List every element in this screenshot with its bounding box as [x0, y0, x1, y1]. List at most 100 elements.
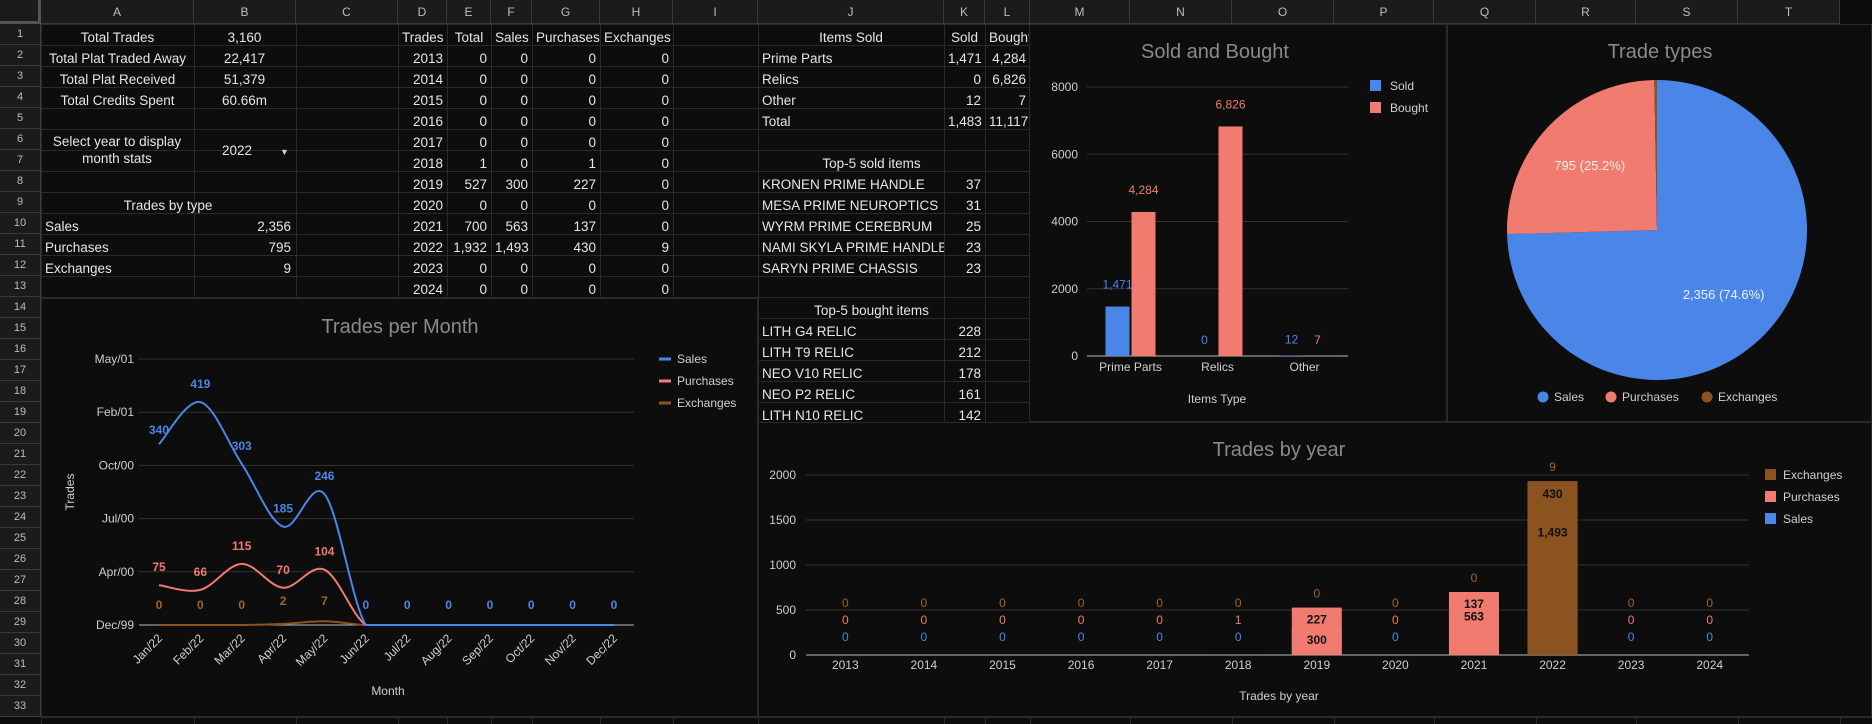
row-header[interactable]: 33 [0, 696, 41, 717]
row-header[interactable]: 6 [0, 129, 41, 150]
data-label: 227 [1307, 613, 1327, 627]
row-header[interactable]: 2 [0, 45, 41, 66]
trade-types-chart[interactable]: Trade types 2,356 (74.6%) 795 (25.2%) Sales… [1447, 24, 1872, 422]
sold-bought-chart[interactable]: Sold and Bought 0 2000 4000 6000 8000 Prime Pa… [1029, 24, 1447, 422]
row-header[interactable]: 7 [0, 150, 41, 171]
data-label: 0 [1392, 613, 1399, 627]
row-header[interactable]: 22 [0, 465, 41, 486]
column-header[interactable]: H [600, 0, 673, 24]
data-label: 0 [1235, 596, 1242, 610]
data-label: 0 [842, 613, 849, 627]
column-header[interactable]: E [447, 0, 491, 24]
row-header[interactable]: 23 [0, 486, 41, 507]
row-header[interactable]: 20 [0, 423, 41, 444]
data-label: 1,493 [1538, 526, 1568, 540]
year-dropdown[interactable]: 2022 ▼ [196, 140, 296, 162]
grid-hline [41, 87, 1872, 88]
column-header[interactable]: G [532, 0, 600, 24]
data-label: 185 [273, 502, 293, 516]
column-header[interactable]: I [673, 0, 758, 24]
row-header[interactable]: 30 [0, 633, 41, 654]
chart-title: Trades by year [1213, 439, 1346, 461]
row-header[interactable]: 28 [0, 591, 41, 612]
x-tick-label: Jun/22 [337, 631, 373, 667]
row-header[interactable]: 3 [0, 66, 41, 87]
data-label: 1 [1235, 613, 1242, 627]
column-header[interactable]: P [1334, 0, 1434, 24]
column-header[interactable]: R [1536, 0, 1636, 24]
column-header[interactable]: D [398, 0, 447, 24]
column-header[interactable]: O [1232, 0, 1334, 24]
column-header[interactable]: F [491, 0, 532, 24]
row-header[interactable]: 13 [0, 276, 41, 297]
row-header[interactable]: 10 [0, 213, 41, 234]
row-header[interactable]: 15 [0, 318, 41, 339]
plat-received-label: Total Plat Received [59, 72, 176, 87]
x-tick-label: 2013 [832, 658, 859, 672]
row-header[interactable]: 8 [0, 171, 41, 192]
column-header[interactable]: S [1636, 0, 1738, 24]
column-header[interactable]: Q [1434, 0, 1536, 24]
top-bought-item: NEO V10 RELIC [762, 366, 863, 381]
row-header[interactable]: 31 [0, 654, 41, 675]
row-header[interactable]: 12 [0, 255, 41, 276]
row-header[interactable]: 16 [0, 339, 41, 360]
bar-exchanges [1527, 481, 1578, 655]
x-tick-label: 2024 [1696, 658, 1723, 672]
y-tick-label: Dec/99 [96, 618, 134, 632]
top-sold-count: 25 [965, 219, 981, 234]
items-table-cell: Relics [762, 72, 799, 87]
row-header[interactable]: 9 [0, 192, 41, 213]
column-header[interactable]: N [1130, 0, 1232, 24]
year-table-cell: 0 [661, 93, 669, 108]
row-header[interactable]: 18 [0, 381, 41, 402]
data-label: 115 [232, 539, 252, 553]
row-header[interactable]: 14 [0, 297, 41, 318]
row-header[interactable]: 32 [0, 675, 41, 696]
bar-chart-svg: Sold and Bought 0 2000 4000 6000 8000 Prime Pa… [1051, 41, 1428, 406]
column-header[interactable]: J [758, 0, 944, 24]
grid-hline [41, 213, 1872, 214]
data-label: 563 [1464, 609, 1484, 623]
column-header[interactable]: L [985, 0, 1030, 24]
column-header[interactable]: A [41, 0, 194, 24]
bar-bought [1218, 126, 1243, 356]
data-label: 246 [314, 469, 334, 483]
column-header[interactable]: T [1738, 0, 1840, 24]
data-label: 0 [1628, 596, 1635, 610]
row-header[interactable]: 25 [0, 528, 41, 549]
x-tick-label: Prime Parts [1099, 360, 1162, 374]
row-header[interactable]: 4 [0, 87, 41, 108]
column-header[interactable]: C [296, 0, 398, 24]
total-trades-label: Total Trades [80, 30, 155, 45]
row-header[interactable]: 11 [0, 234, 41, 255]
column-header[interactable]: M [1030, 0, 1130, 24]
column-header[interactable]: K [944, 0, 985, 24]
x-tick-label: 2023 [1618, 658, 1645, 672]
column-header[interactable]: B [194, 0, 296, 24]
year-table-cell: 0 [520, 114, 528, 129]
trades-per-month-chart[interactable]: Trades per Month Dec/99 Apr/00 Jul/00 Oct/00… [41, 298, 758, 717]
row-header[interactable]: 24 [0, 507, 41, 528]
row-header[interactable]: 27 [0, 570, 41, 591]
select-all-corner[interactable] [0, 0, 41, 24]
year-table-cell: 2024 [412, 282, 443, 297]
y-tick-label: 4000 [1051, 215, 1078, 229]
row-header[interactable]: 5 [0, 108, 41, 129]
year-table-cell: 0 [588, 72, 596, 87]
x-axis-label: Month [371, 684, 404, 698]
data-label: 137 [1464, 597, 1484, 611]
row-header[interactable]: 21 [0, 444, 41, 465]
bar-purchases [1448, 592, 1499, 655]
grid-hline [41, 717, 1872, 718]
row-header[interactable]: 17 [0, 360, 41, 381]
trades-by-year-chart[interactable]: Trades by year 0 500 1000 1500 2000 2013 0 0 0 201… [758, 422, 1872, 717]
x-tick-label: 2022 [1539, 658, 1566, 672]
y-tick-label: 0 [789, 648, 796, 662]
row-header[interactable]: 29 [0, 612, 41, 633]
row-header[interactable]: 19 [0, 402, 41, 423]
grid-hline [41, 171, 1872, 172]
data-label: 0 [1313, 587, 1320, 601]
row-header[interactable]: 26 [0, 549, 41, 570]
row-header[interactable]: 1 [0, 24, 41, 45]
